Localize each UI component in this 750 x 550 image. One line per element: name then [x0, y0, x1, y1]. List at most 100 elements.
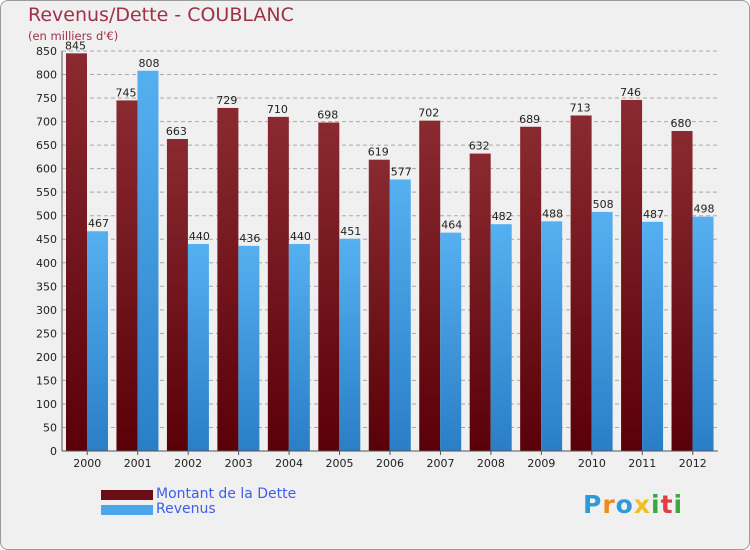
data-label-dette: 845 — [65, 39, 86, 52]
data-label-dette: 729 — [216, 94, 237, 107]
data-label-dette: 689 — [519, 113, 540, 126]
x-tick-label: 2009 — [527, 457, 555, 470]
logo-letter: P — [583, 490, 603, 519]
bar-dette — [166, 139, 188, 451]
x-tick-label: 2000 — [73, 457, 101, 470]
data-label-dette: 746 — [620, 86, 641, 99]
bar-dette — [318, 122, 340, 451]
y-tick-label: 100 — [36, 398, 57, 411]
data-label-dette: 698 — [317, 109, 338, 122]
y-tick-label: 50 — [43, 421, 57, 434]
data-label-revenus: 464 — [441, 219, 462, 232]
data-label-revenus: 808 — [138, 57, 159, 70]
x-tick-label: 2001 — [124, 457, 152, 470]
legend-label-dette: Montant de la Dette — [156, 486, 297, 502]
y-tick-label: 450 — [36, 233, 57, 246]
data-label-dette: 663 — [166, 125, 187, 138]
bar-revenus — [490, 224, 512, 451]
y-tick-label: 0 — [50, 445, 57, 458]
bar-chart: 8454677458086634407294367104406984516195… — [36, 39, 718, 470]
legend-swatch-dette — [101, 490, 153, 500]
data-label-revenus: 498 — [694, 203, 715, 216]
x-tick-label: 2006 — [376, 457, 404, 470]
y-tick-label: 700 — [36, 116, 57, 129]
axes: 0 50 100 150 200 250 300 350 400 450 500 550 600 650 7… — [36, 45, 718, 470]
bar-revenus — [642, 221, 664, 451]
x-tick-label: 2005 — [326, 457, 354, 470]
data-label-dette: 619 — [368, 146, 389, 159]
legend-item-revenus: Revenus — [101, 501, 421, 518]
data-label-dette: 632 — [469, 140, 490, 153]
legend-label-revenus: Revenus — [156, 501, 216, 517]
y-tick-label: 800 — [36, 69, 57, 82]
data-label-dette: 710 — [267, 103, 288, 116]
x-tick-label: 2004 — [275, 457, 303, 470]
x-tick-label: 2002 — [174, 457, 202, 470]
legend-swatch-revenus — [101, 505, 153, 515]
bar-revenus — [339, 238, 361, 451]
data-label-revenus: 440 — [290, 230, 311, 243]
bar-revenus — [87, 231, 108, 451]
y-tick-label: 200 — [36, 351, 57, 364]
bar-dette — [621, 99, 643, 452]
bar-revenus — [238, 245, 260, 451]
data-label-revenus: 440 — [189, 230, 210, 243]
logo-letter: t — [660, 490, 674, 519]
bar-revenus — [137, 70, 159, 451]
bar-dette — [116, 100, 138, 451]
x-tick-label: 2008 — [477, 457, 505, 470]
y-tick-label: 650 — [36, 139, 57, 152]
logo-letter: o — [615, 490, 634, 519]
data-label-revenus: 577 — [391, 165, 412, 178]
bar-revenus — [187, 243, 209, 451]
y-tick-label: 500 — [36, 210, 57, 223]
y-tick-label: 250 — [36, 327, 57, 340]
bar-revenus — [591, 211, 613, 451]
bar-revenus — [288, 243, 310, 451]
logo-letter: i — [673, 490, 684, 519]
bar-dette — [66, 53, 87, 452]
y-tick-label: 750 — [36, 92, 57, 105]
data-label-dette: 702 — [418, 107, 439, 120]
bar-revenus — [692, 216, 714, 451]
y-tick-label: 350 — [36, 280, 57, 293]
data-label-revenus: 451 — [340, 225, 361, 238]
logo-letter: r — [602, 490, 616, 519]
chart-title: Revenus/Dette - COUBLANC — [28, 4, 294, 26]
x-tick-label: 2007 — [426, 457, 454, 470]
data-label-dette: 713 — [570, 101, 591, 114]
data-label-dette: 680 — [671, 117, 692, 130]
bar-revenus — [541, 221, 563, 451]
logo-letter: x — [633, 490, 651, 519]
logo-letter: i — [651, 490, 661, 519]
bars: 8454677458086634407294367104406984516195… — [65, 39, 715, 452]
bar-dette — [419, 120, 441, 451]
bar-dette — [267, 116, 289, 451]
data-label-revenus: 436 — [239, 232, 260, 245]
bar-dette — [570, 115, 592, 452]
x-tick-label: 2011 — [628, 457, 656, 470]
x-tick-label: 2003 — [225, 457, 253, 470]
data-label-revenus: 467 — [88, 217, 109, 230]
y-tick-label: 850 — [36, 45, 57, 58]
bar-dette — [671, 131, 693, 451]
y-tick-label: 150 — [36, 374, 57, 387]
data-label-revenus: 487 — [643, 208, 664, 221]
bar-dette — [368, 159, 390, 452]
data-label-revenus: 482 — [492, 210, 513, 223]
bar-revenus — [440, 232, 462, 451]
data-label-dette: 745 — [115, 86, 136, 99]
chart-subtitle: (en milliers d'€) — [28, 29, 119, 43]
data-label-revenus: 508 — [593, 198, 614, 211]
bar-dette — [520, 126, 542, 451]
bar-dette — [217, 107, 239, 452]
bar-dette — [469, 153, 491, 451]
y-tick-label: 400 — [36, 257, 57, 270]
y-tick-label: 550 — [36, 186, 57, 199]
proxiti-logo: Proxiti — [583, 490, 683, 519]
x-tick-label: 2012 — [679, 457, 707, 470]
x-tick-label: 2010 — [578, 457, 606, 470]
y-tick-label: 600 — [36, 163, 57, 176]
y-tick-label: 300 — [36, 304, 57, 317]
